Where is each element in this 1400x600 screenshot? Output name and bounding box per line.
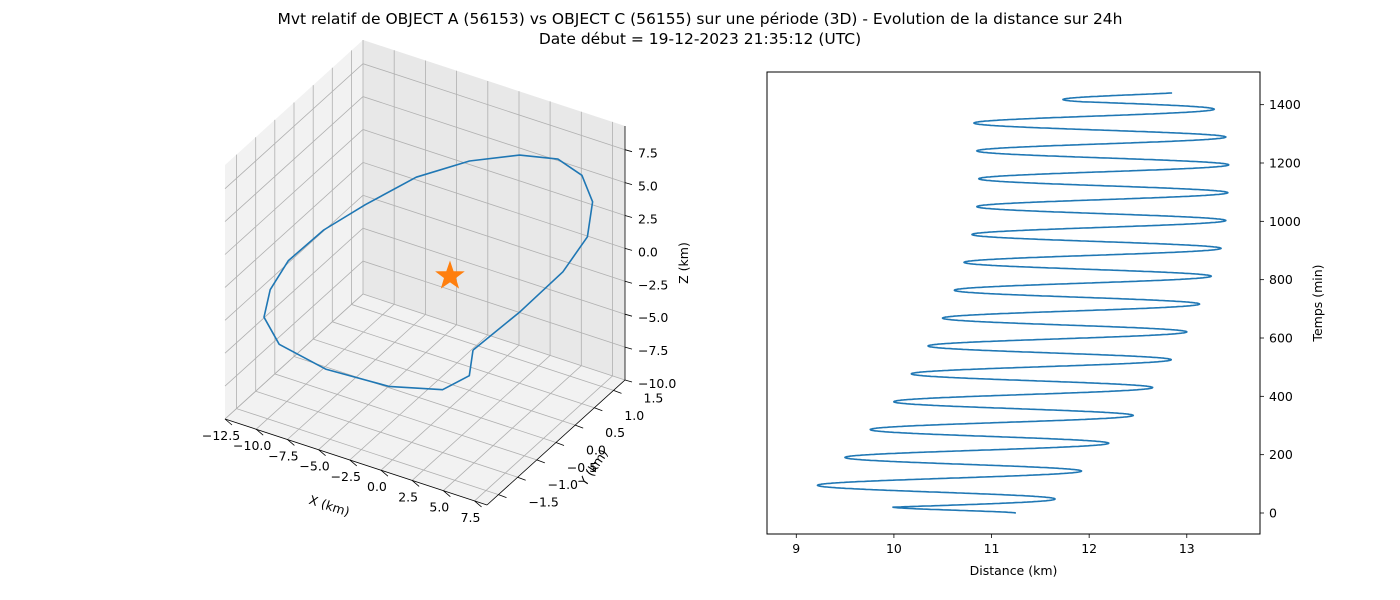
marker-layer [435,260,465,289]
y-tick-label: 400 [1269,389,1293,404]
chart-title-line1: Mvt relatif de OBJECT A (56153) vs OBJEC… [277,10,1123,28]
x-axis-label: Distance (km) [970,563,1058,578]
x-tick [224,418,233,426]
distance-series [816,92,1230,514]
z-tick-label: −7.5 [638,343,668,358]
x-tick [349,459,358,467]
y-tick [575,424,584,429]
z-tick [624,215,633,218]
z-gridline [224,63,626,189]
y-tick-label: 1.5 [644,390,664,405]
y-tick-label: 600 [1269,331,1293,346]
orbit-line [263,154,594,391]
z-tick [624,248,633,251]
x-tick [380,469,389,477]
x-tick-label: −10.0 [233,438,271,453]
z-tick-label: −2.5 [638,277,668,292]
z-tick-label: 7.5 [638,146,658,161]
y-tick-label: 0.5 [605,425,625,440]
x-tick-label: 5.0 [429,500,449,515]
y-tick-label: 0 [1269,506,1277,521]
star-marker [435,260,465,289]
y-tick-label: 1.0 [624,408,644,423]
x-tick-label: 9 [792,541,800,556]
x-tick-label: 2.5 [398,489,418,504]
x-tick [287,439,295,446]
z-tick [624,313,633,317]
x-tick [474,500,482,508]
axis-grid [224,40,626,502]
x-tick-label: 0.0 [367,479,387,494]
z-gridline [224,129,626,255]
y-tick [498,494,507,498]
y-tick-label: 200 [1269,447,1293,462]
x-axis-label: X (km) [307,492,351,519]
axis-ticks: −12.5−10.0−7.5−5.0−2.50.02.55.07.5−1.5−1… [202,146,677,525]
x-tick-label: 7.5 [461,510,481,525]
chart-title-line2: Date début = 19-12-2023 21:35:12 (UTC) [538,30,862,48]
x-tick-label: −12.5 [202,428,240,443]
x-tick-label: −2.5 [331,469,361,484]
z-gridline [224,96,626,222]
y-tick-label: −0.5 [567,460,597,475]
y-tick-label: −1.0 [548,477,578,492]
z-gridline [224,293,626,420]
z-gridline [224,227,626,354]
y-axis-label: Temps (min) [1310,264,1325,342]
x-tick [411,480,420,487]
z-tick-label: −5.0 [638,310,668,325]
plot-frame [766,71,1261,535]
z-tick [624,182,633,185]
z-axis-label: Z (km) [676,242,691,284]
y-tick [517,476,526,481]
y-tick-label: 800 [1269,272,1293,287]
z-tick-label: −10.0 [638,376,676,391]
x-tick [318,449,326,457]
x-tick-label: −7.5 [268,448,298,463]
z-tick [624,280,633,284]
y-tick-label: −1.5 [529,495,559,510]
x-tick-label: 13 [1179,541,1195,556]
y-tick [555,442,565,446]
y-tick-label: 1400 [1269,97,1301,112]
x-tick-label: −5.0 [299,459,329,474]
x-tick-label: 12 [1081,541,1097,556]
y-tick [536,459,545,464]
x-tick [443,490,451,497]
axis-ticks: 9 10 11 12 13 0 200 400 600 800 1000 1200 1400 [792,97,1301,556]
x-tick-label: 11 [984,541,1000,556]
z-tick-label: 5.0 [638,179,658,194]
y-tick-label: 1000 [1269,214,1301,229]
z-tick-label: 2.5 [638,211,658,226]
z-gridline [224,260,626,387]
y-tick [594,407,603,412]
z-tick [624,379,633,383]
z-tick [624,149,633,153]
data-series [263,154,594,391]
y-tick-label: 1200 [1269,156,1301,171]
z-tick [624,346,633,350]
back-pane [363,40,625,380]
x-tick-label: 10 [886,541,902,556]
z-gridline [224,194,626,321]
x-tick [255,428,264,436]
y-tick [613,390,622,394]
orbit-3d-plot: −12.5−10.0−7.5−5.0−2.50.02.55.07.5−1.5−1… [202,40,691,525]
y-tick-label: 0.0 [586,443,606,458]
z-gridline [224,161,626,288]
z-tick-label: 0.0 [638,244,658,259]
